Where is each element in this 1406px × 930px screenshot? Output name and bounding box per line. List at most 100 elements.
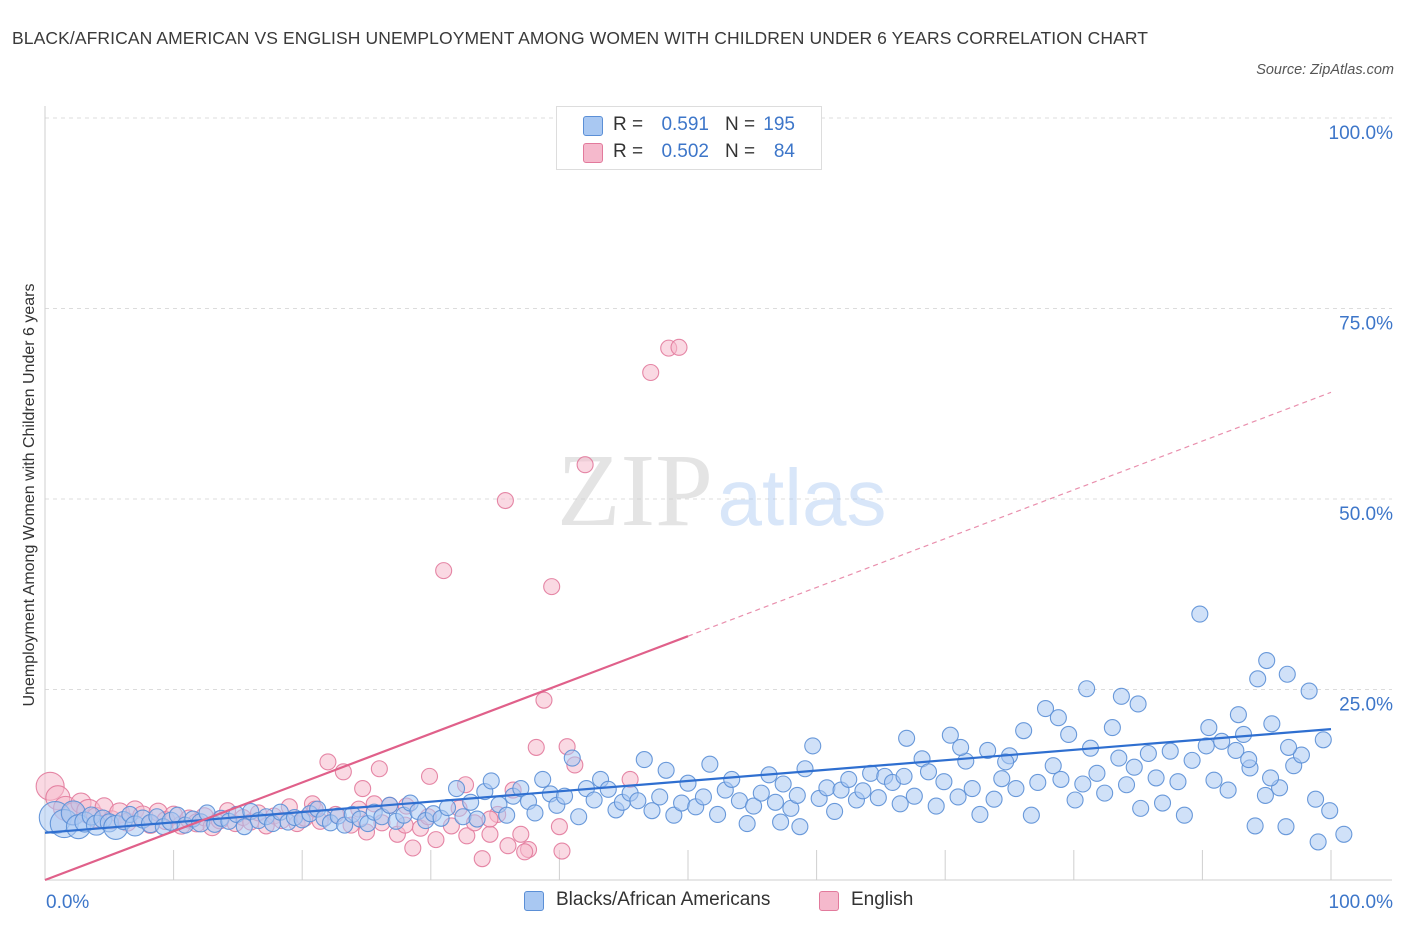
blacks-point: [673, 794, 691, 812]
stats-legend: R = 0.591 N = 195 R = 0.502 N = 84: [556, 106, 822, 170]
blacks-point: [895, 767, 913, 785]
tick-labels: 100.0% 75.0% 50.0% 25.0% 0.0% 100.0%: [46, 123, 1393, 913]
blacks-point: [1066, 791, 1084, 809]
trend-lines: [44, 391, 1332, 882]
blacks-point: [1321, 802, 1339, 820]
english-point: [496, 491, 514, 510]
blacks-point: [730, 792, 748, 810]
blacks-point: [643, 802, 661, 820]
english-point: [404, 839, 422, 857]
blacks-point: [1117, 776, 1136, 794]
english-point: [512, 825, 530, 843]
legend-swatch-blue: [583, 116, 603, 136]
english-point: [527, 738, 545, 756]
blacks-point: [788, 786, 806, 804]
blacks-point: [1256, 786, 1274, 804]
blacks-point: [905, 787, 923, 805]
blacks-point: [635, 751, 653, 769]
blacks-point: [1078, 680, 1096, 698]
english-point: [319, 753, 337, 771]
axes: [44, 106, 1392, 881]
blacks-point: [1309, 833, 1327, 851]
english-trend-line: [44, 635, 689, 882]
blacks-point: [1125, 758, 1143, 776]
blacks-point: [1161, 742, 1179, 760]
blacks-point: [985, 790, 1003, 808]
chart-title: BLACK/AFRICAN AMERICAN VS ENGLISH UNEMPL…: [12, 28, 1149, 48]
blacks-point: [997, 753, 1015, 771]
blacks-point: [1278, 665, 1296, 683]
blacks-point: [629, 792, 647, 810]
blacks-point: [1314, 731, 1332, 749]
blacks-point: [1280, 738, 1298, 756]
legend-r-label: R =: [613, 141, 644, 162]
blacks-point: [709, 805, 727, 824]
blacks-point: [979, 741, 997, 760]
legend-row-blacks: R = 0.591 N = 195: [557, 113, 821, 139]
english-point: [543, 578, 561, 596]
blacks-point: [1229, 706, 1247, 724]
blacks-point: [772, 813, 790, 831]
blacks-point: [563, 749, 581, 767]
y-tick-label: 100.0%: [1329, 123, 1394, 144]
blacks-point: [512, 780, 530, 798]
blacks-point: [1183, 751, 1201, 769]
blacks-point: [818, 779, 836, 797]
watermark-atlas: atlas: [718, 453, 887, 542]
blacks-point: [869, 789, 887, 807]
blacks-point: [1169, 773, 1187, 791]
blacks-point: [1147, 769, 1165, 787]
bottom-legend-swatch-blue: [524, 891, 544, 911]
x-tick-label: 100.0%: [1329, 892, 1394, 913]
english-trend-extension: [687, 391, 1332, 637]
blacks-point: [1015, 722, 1033, 740]
english-point: [670, 338, 688, 356]
blacks-point: [1088, 764, 1106, 782]
english-point: [550, 818, 568, 836]
source-label: Source: ZipAtlas.com: [1256, 62, 1394, 78]
blacks-point: [804, 737, 822, 755]
blacks-point: [1110, 749, 1128, 767]
blacks-point: [738, 815, 756, 833]
legend-n-value: 195: [763, 114, 795, 135]
blacks-point: [796, 760, 814, 778]
blacks-point: [941, 726, 959, 744]
english-point: [499, 837, 517, 855]
blacks-point: [1112, 687, 1130, 705]
blacks-point: [1262, 769, 1280, 787]
blacks-point: [1205, 771, 1223, 789]
legend-r-value: 0.502: [661, 141, 709, 162]
blacks-point: [1022, 806, 1040, 824]
blacks-point: [1052, 770, 1070, 788]
blacks-point: [1307, 790, 1325, 808]
blacks-point: [1240, 751, 1258, 769]
blacks-point: [840, 770, 858, 788]
y-tick-label: 25.0%: [1339, 695, 1393, 716]
blacks-point: [898, 729, 916, 747]
blacks-point: [665, 806, 683, 824]
blacks-point: [1175, 806, 1193, 824]
blacks-point: [1249, 670, 1267, 688]
blacks-point: [585, 791, 603, 809]
blacks-point: [438, 799, 457, 817]
blacks-point: [1049, 709, 1067, 727]
bottom-legend-label: English: [851, 889, 914, 910]
blacks-point: [235, 818, 253, 836]
blacks-point: [1263, 715, 1281, 733]
blacks-point: [694, 788, 712, 806]
blacks-point: [1007, 780, 1025, 798]
grid-lines: [45, 117, 1392, 690]
english-point: [420, 767, 439, 785]
blacks-point: [454, 808, 472, 826]
blacks-point: [1139, 744, 1157, 763]
blacks-point: [1044, 757, 1062, 775]
blacks-point: [447, 780, 466, 798]
blacks-point: [657, 761, 675, 779]
y-axis-label: Unemployment Among Women with Children U…: [21, 283, 38, 707]
english-point: [516, 843, 534, 861]
english-point: [642, 363, 660, 382]
blacks-point: [1129, 695, 1147, 713]
y-tick-label: 50.0%: [1339, 504, 1393, 525]
blacks-point: [854, 782, 872, 800]
